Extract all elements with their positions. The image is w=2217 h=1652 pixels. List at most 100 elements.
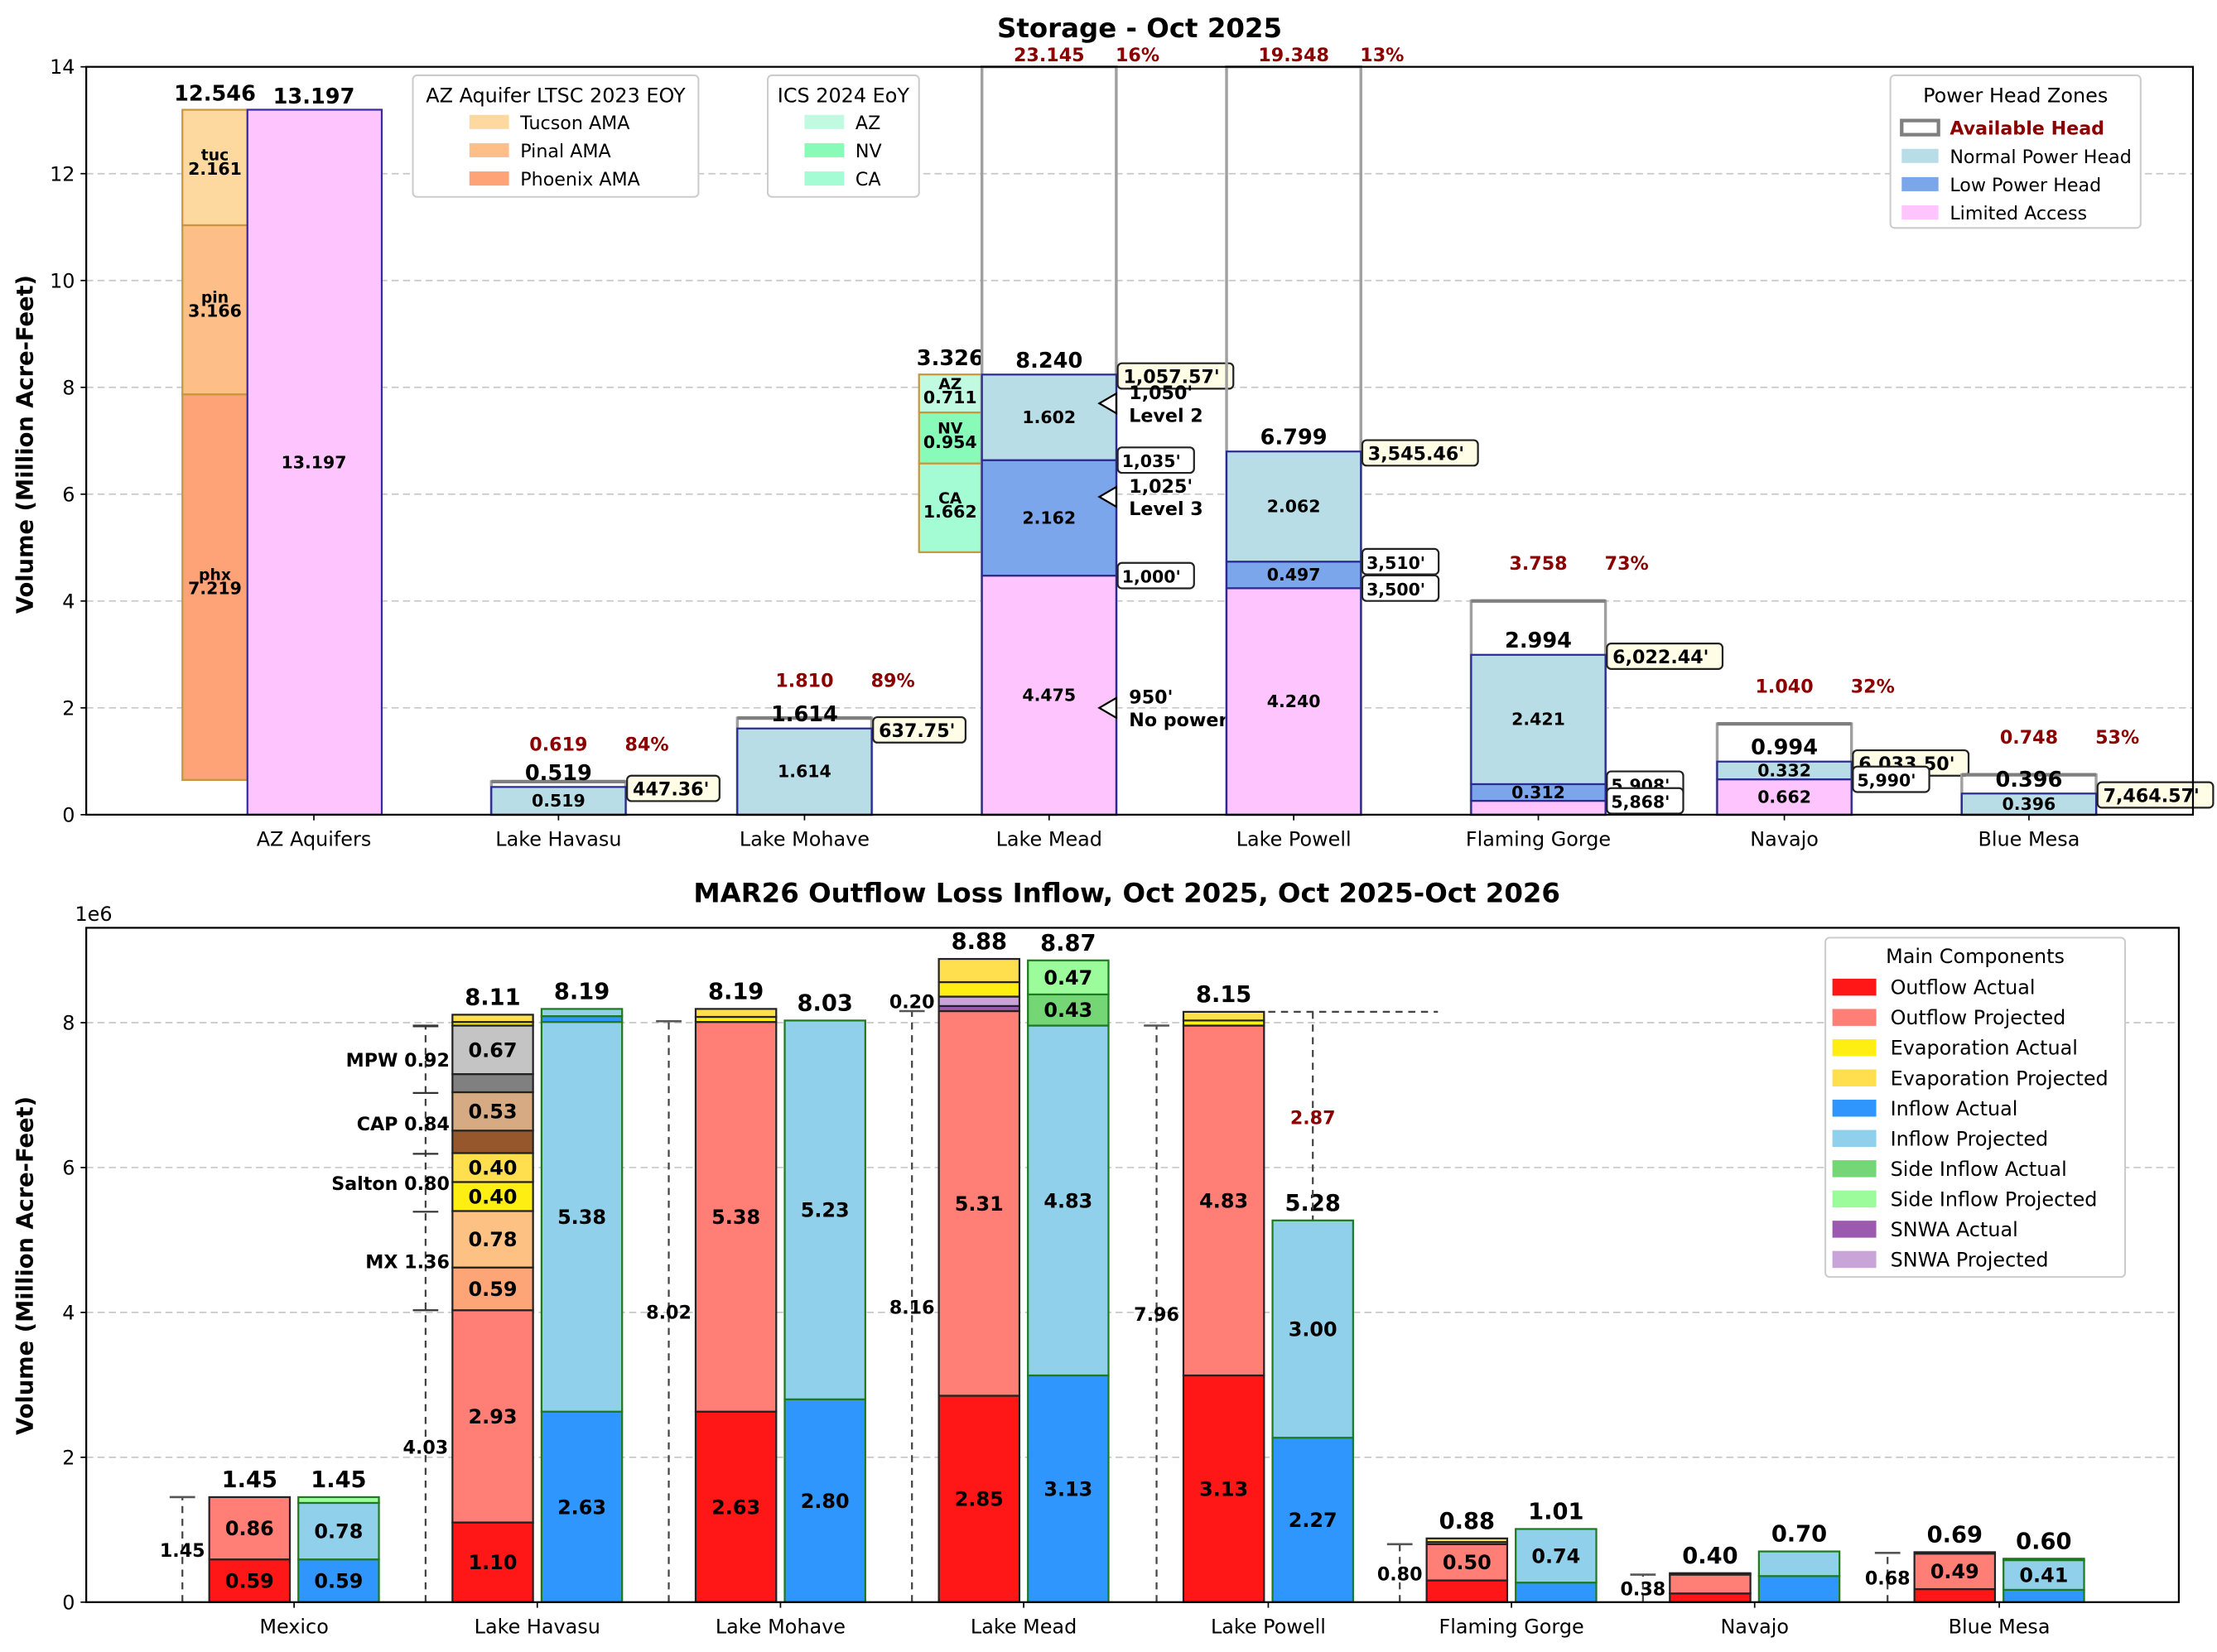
outflow-segment [694,1008,778,1019]
outflow-segment [937,1394,1021,1603]
outflow-segment [1669,1572,1752,1576]
outflow-segment-value: 0.53 [469,1101,518,1124]
inflow-segment [297,1495,380,1505]
legend-item-label: Outflow Projected [1891,1006,2066,1029]
threshold-elevation: 3,500' [1366,580,1425,600]
elevation-box [626,774,721,802]
legend-item-label: Evaporation Projected [1891,1067,2109,1090]
capacity-percent: 53% [2095,727,2139,749]
inflow-segment-value: 2.80 [801,1490,850,1513]
threshold-box [1361,547,1440,576]
inflow-segment [1515,1582,1598,1603]
aquifer-segment-value: 7.219 [188,579,242,599]
capacity-percent: 13% [1360,45,1404,66]
legend-swatch [1832,1190,1877,1208]
storage-total-label: 6.799 [1260,426,1328,450]
flow-group: 8.02 2.63 5.38 8.19 2.80 5.23 8.03 [646,979,866,1603]
x-tick-label: Blue Mesa [1978,827,2080,850]
outflow-segment-value: 2.63 [711,1495,760,1519]
outflow-segment-value: 2.85 [955,1488,1004,1511]
ics-segment-AZ [918,373,982,414]
y-tick-label: 8 [62,376,75,399]
capacity-percent: 89% [871,671,915,692]
legend-swatch [469,171,509,186]
flow-chart: MAR26 Outflow Loss Inflow, Oct 2025, Oct… [12,878,2181,1638]
zone-normal [981,373,1117,461]
outflow-total-label: 1.45 [222,1467,277,1493]
inflow-segment [783,1019,866,1400]
x-tick-label: Flaming Gorge [1439,1615,1583,1638]
legend-swatch [804,114,845,129]
capacity-label: 23.145 [1014,45,1085,66]
threshold-box [1606,787,1684,815]
inflow-segment-value: 0.59 [314,1570,363,1593]
x-tick-label: Lake Mead [996,827,1102,850]
level-marker-elevation: 950' [1129,687,1173,709]
capacity-label: 0.619 [529,734,587,755]
zone-normal [736,727,873,816]
inflow-total-label: 8.03 [798,990,853,1016]
legend-swatch [1832,978,1877,996]
legend-swatch [1901,205,1939,220]
aquifer-segment-value: 2.161 [188,159,242,179]
capacity-percent: 16% [1116,45,1159,66]
x-tick-label: Lake Powell [1236,827,1352,850]
zone-value: 1.602 [1022,407,1076,427]
x-tick-label: AZ Aquifers [257,827,372,850]
storage-plot-frame [85,65,2195,816]
y-tick-label: 14 [50,55,75,79]
zone-normal [1225,450,1362,563]
elevation-value: 637.75' [879,720,955,742]
level-marker-arrow [1097,392,1117,415]
zone-value: 4.240 [1267,691,1321,711]
zone-normal [490,786,627,816]
inflow-segment-value: 2.27 [1289,1509,1337,1532]
flow-y-axis-label: Volume (Million Acre-Feet) [12,1096,38,1435]
inflow-segment-value: 5.38 [557,1206,606,1229]
outflow-segment [451,1266,534,1312]
inflow-segment [297,1501,380,1561]
elevation-value: 7,464.57' [2104,786,2200,807]
inflow-segment [540,1410,624,1603]
outflow-segment-value: 0.59 [225,1570,274,1593]
zone-value: 4.475 [1022,685,1076,705]
outflow-segment [1913,1553,1997,1591]
capacity-percent: 32% [1851,677,1895,698]
legend-item-label: CA [855,169,881,190]
storage-total-label: 0.396 [1995,768,2062,792]
zone-value: 0.662 [1757,787,1811,807]
outflow-segment [451,1073,534,1094]
elevation-box [872,715,967,744]
outflow-segment [451,1181,534,1212]
whisker-top-label: 0.20 [889,991,935,1013]
legend-az-aquifer: AZ Aquifer LTSC 2023 EOY Tucson AMA Pinal … [412,74,700,198]
inflow-segment [2003,1558,2085,1562]
threshold-box [1361,574,1440,602]
inflow-segment [1271,1437,1354,1603]
capacity-label: 0.748 [2000,727,2058,749]
zone-value: 0.312 [1511,783,1565,802]
legend-main-components: Main Components Outflow Actual Outflow Pro… [1824,937,2127,1279]
y-tick-label: 12 [50,162,75,185]
outflow-total-label: 8.19 [708,979,764,1004]
ics-total-label: 3.326 [917,346,984,371]
aquifer-total-label: 12.546 [174,82,256,107]
outflow-segment [208,1558,292,1603]
bracket-label: Salton 0.80 [331,1173,450,1195]
aquifer-limited-total: 13.197 [273,84,355,109]
inflow-segment-value: 3.00 [1289,1318,1337,1341]
legend-item-label: Evaporation Actual [1891,1037,2078,1060]
outflow-segment [1425,1579,1509,1603]
y-tick-label: 8 [62,1012,75,1035]
inflow-segment [540,1021,624,1413]
legend-power-head-zones: Power Head Zones Available Head Normal Pow… [1889,74,2142,229]
capacity-percent: 73% [1605,553,1649,575]
whisker-label: 4.03 [403,1437,449,1458]
whisker-label: 0.68 [1865,1568,1911,1590]
inflow-segment [1271,1219,1354,1439]
storage-total-label: 8.240 [1015,349,1082,373]
storage-y-axis-label: Volume (Million Acre-Feet) [12,275,38,614]
threshold-elevation: 5,868' [1611,792,1670,812]
level-marker-label: No power [1129,710,1227,731]
storage-total-label: 0.519 [525,761,592,786]
